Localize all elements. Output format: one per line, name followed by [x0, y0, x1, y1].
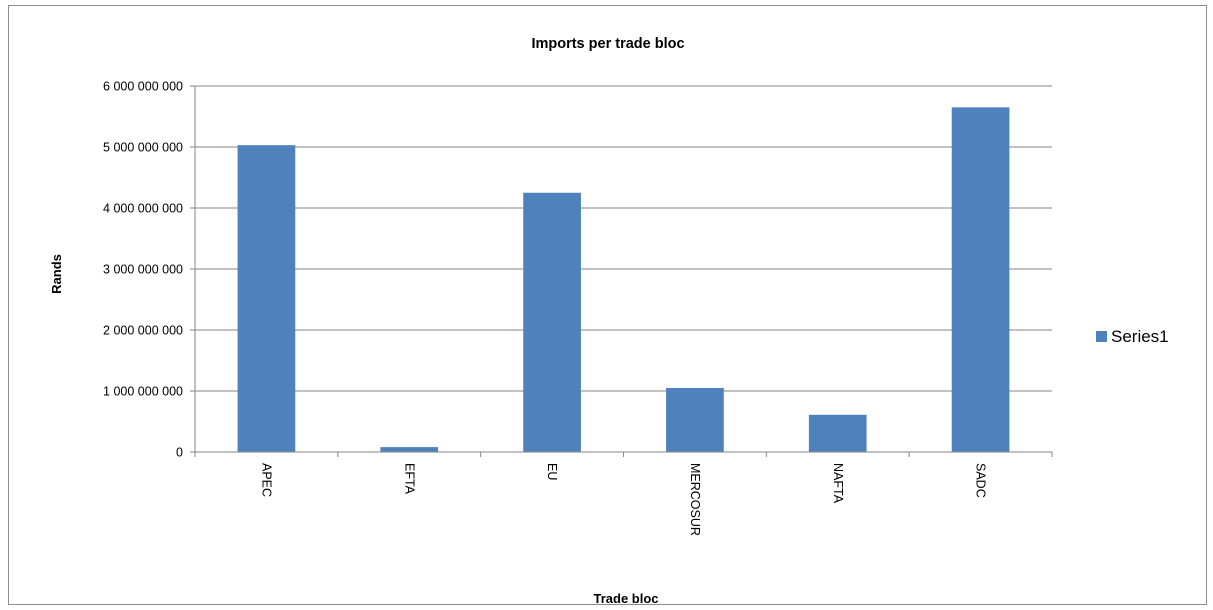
bar [237, 145, 296, 453]
x-tick-label: SADC [974, 463, 988, 498]
chart-area: 0 1 000 000 000 2 000 000 000 3 000 000 000… [8, 5, 1207, 606]
y-tick-label: 3 000 000 000 [103, 263, 183, 277]
y-tick-label: 5 000 000 000 [103, 141, 183, 155]
bars [237, 107, 1010, 453]
x-axis-title: Trade bloc [593, 591, 658, 606]
y-tick-labels: 0 1 000 000 000 2 000 000 000 3 000 000 000… [103, 80, 183, 460]
legend-swatch [1096, 331, 1107, 342]
x-tick-label: EU [545, 463, 559, 480]
bar [808, 414, 867, 452]
y-tick-label: 0 [176, 446, 183, 460]
bar [666, 387, 724, 452]
y-tick-label: 6 000 000 000 [103, 80, 183, 94]
gridlines [190, 85, 1052, 453]
y-axis-title: Rands [49, 254, 64, 294]
x-tick-label: EFTA [402, 463, 416, 495]
legend: Series1 [1096, 327, 1169, 346]
bar [380, 447, 439, 452]
axes [194, 86, 1053, 457]
x-tick-label: NAFTA [831, 463, 845, 504]
y-tick-label: 2 000 000 000 [103, 324, 183, 338]
chart-title: Imports per trade bloc [531, 36, 684, 52]
y-tick-label: 1 000 000 000 [103, 385, 183, 399]
x-tick-label: APEC [259, 463, 273, 497]
bar-chart: 0 1 000 000 000 2 000 000 000 3 000 000 000… [49, 36, 1169, 606]
bar [523, 192, 581, 452]
x-tick-labels: APEC EFTA EU MERCOSUR NAFTA SADC [259, 463, 987, 536]
x-tick-label: MERCOSUR [688, 463, 702, 536]
y-tick-label: 4 000 000 000 [103, 202, 183, 216]
legend-label: Series1 [1111, 327, 1169, 346]
bar [951, 107, 1010, 452]
